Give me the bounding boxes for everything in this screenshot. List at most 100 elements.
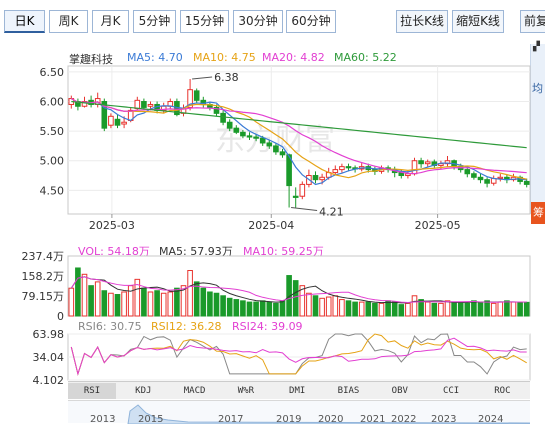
volume-bar [220, 295, 226, 317]
volume-bar [253, 301, 259, 317]
adjust-button[interactable]: 前复 [520, 10, 545, 33]
volume-bar [424, 301, 431, 317]
navigator-year-label: 2017 [218, 414, 244, 425]
tab-weekly-k[interactable]: 周K [49, 10, 88, 33]
candle-body [240, 131, 246, 137]
candle-body [233, 127, 240, 133]
date-tick-label: 2025-05 [415, 219, 461, 232]
shorten-k-button[interactable]: 缩短K线 [452, 10, 504, 33]
volume-bar [108, 292, 114, 317]
volume-bar [246, 301, 253, 317]
volume-bar [477, 301, 484, 317]
volume-bar [167, 291, 174, 317]
volume-bar [306, 292, 312, 317]
candle-body [497, 176, 504, 179]
tab-15min[interactable]: 15分钟 [180, 10, 229, 33]
volume-bar [365, 301, 372, 317]
price-panel-frame [67, 65, 531, 215]
candle-body [477, 176, 484, 181]
price-tick-label: 5.00 [40, 155, 65, 168]
volume-bar [339, 299, 345, 317]
volume-bar [81, 273, 88, 317]
indicator-tab-wrr[interactable]: W%R [237, 386, 255, 396]
candle-body [286, 154, 292, 187]
watermark: 东方财富 [215, 123, 335, 158]
tab-5min[interactable]: 5分钟 [133, 10, 176, 33]
indicator-tab-obv[interactable]: OBV [391, 386, 408, 396]
time-navigator[interactable]: 2013 2015 2017 2019 2020 2021 2022 2023 2024 [68, 400, 530, 425]
volume-bar [345, 300, 352, 317]
candle-body [484, 179, 490, 184]
rsi-tick-label: 63.98 [33, 328, 65, 341]
volume-bar [141, 287, 147, 317]
stock-name: 掌趣科技 [69, 53, 113, 66]
volume-bar [504, 300, 510, 317]
volume-bar [332, 295, 339, 317]
volume-bar [88, 285, 94, 317]
volume-bar [240, 300, 246, 317]
tab-60min[interactable]: 60分钟 [286, 10, 336, 33]
volume-bar [134, 278, 141, 317]
side-arrow-icon[interactable]: ▞ [533, 42, 540, 52]
candle-body [332, 169, 339, 174]
candle-body [418, 160, 424, 165]
candle-body [101, 101, 108, 129]
indicator-tab-rsi[interactable]: RSI [68, 383, 116, 399]
vollabels-item: VOL: 54.18万 [78, 245, 150, 258]
price-tick-label: 5.50 [40, 125, 65, 138]
indicator-tab-macd[interactable]: MACD [183, 386, 206, 396]
indicator-tab-bias[interactable]: BIAS [337, 386, 360, 396]
tab-monthly-k[interactable]: 月K [92, 10, 129, 33]
vol-ma10-line [70, 276, 527, 303]
indicator-tab-roc[interactable]: ROC [494, 386, 511, 396]
low-annotation: 4.21 [319, 205, 344, 218]
candle-body [220, 112, 226, 123]
candle-body [339, 166, 345, 171]
candle-body [114, 118, 121, 126]
vollabels-item: MA5: 57.93万 [159, 245, 233, 258]
price-tick-label: 6.00 [40, 96, 65, 109]
volume-bar [431, 302, 438, 317]
tab-30min[interactable]: 30分钟 [233, 10, 283, 33]
volume-bar [75, 267, 81, 317]
navigator-year-label: 2015 [138, 414, 164, 425]
rsi-tick-label: 34.04 [33, 351, 65, 364]
candle-body [424, 161, 431, 165]
tab-label: 60分钟 [291, 14, 331, 28]
tab-daily-k[interactable]: 日K [4, 10, 45, 33]
volume-bar [273, 302, 279, 317]
candle-body [411, 160, 418, 175]
tab-label: 日K [14, 14, 35, 28]
volume-bar [193, 281, 200, 317]
navigator-year-label: 2022 [391, 414, 417, 425]
volume-bar [200, 287, 207, 317]
volume-bar [233, 299, 240, 317]
volume-bar [259, 300, 266, 317]
candle-body [312, 175, 319, 181]
volume-bar [418, 299, 424, 317]
candle-body [471, 173, 477, 178]
volume-bar [358, 301, 365, 317]
volume-bar [517, 301, 523, 317]
malabels-item: MA10: 4.75 [193, 51, 256, 64]
rsilabels-item: RSI6: 30.75 [78, 320, 142, 333]
candle-body [75, 101, 81, 107]
volume-bar [497, 301, 504, 317]
lengthen-k-button[interactable]: 拉长K线 [396, 10, 448, 33]
volume-bar [484, 300, 490, 317]
volume-bar [490, 302, 497, 317]
rsi6-line [70, 333, 527, 376]
volume-bar [101, 290, 108, 317]
volume-bar [207, 291, 213, 317]
price-tick-label: 6.50 [40, 66, 65, 79]
candle-body [193, 90, 200, 101]
volume-bar [312, 295, 319, 317]
side-label-chips[interactable]: 筹 [531, 202, 545, 224]
candle-body [121, 121, 127, 125]
volume-bar [226, 297, 233, 317]
volume-bar [160, 292, 167, 317]
indicator-tab-dmi[interactable]: DMI [289, 386, 306, 396]
indicator-tab-cci[interactable]: CCI [442, 386, 460, 396]
indicator-tab-kdj[interactable]: KDJ [135, 386, 152, 396]
